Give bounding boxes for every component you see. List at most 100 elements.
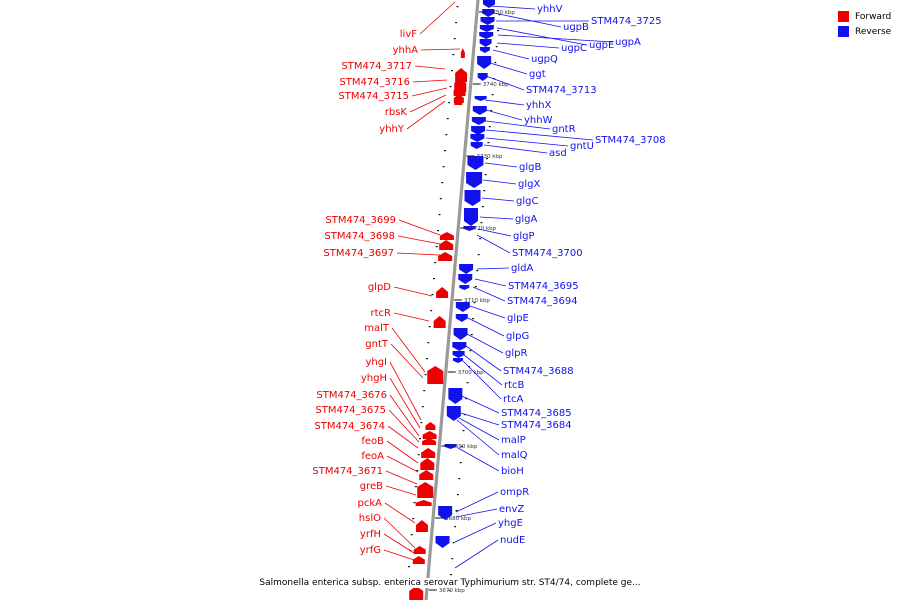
forward-gene <box>433 316 446 328</box>
minor-tick <box>438 214 441 216</box>
minor-tick <box>416 470 419 472</box>
gene-label-glpd: glpD <box>368 282 391 293</box>
forward-gene <box>453 86 466 96</box>
forward-leader-line <box>393 286 433 297</box>
minor-tick <box>452 542 455 544</box>
reverse-gene <box>483 0 495 8</box>
minor-tick <box>434 262 437 264</box>
forward-gene <box>420 458 435 470</box>
reverse-gene <box>472 106 487 115</box>
reverse-leader-line <box>497 34 614 43</box>
minor-tick <box>413 502 416 504</box>
reverse-leader-line <box>456 419 500 456</box>
minor-tick <box>472 318 475 320</box>
reverse-gene <box>482 9 495 17</box>
gene-label-gntr: gntR <box>552 124 576 135</box>
reverse-gene <box>455 302 470 312</box>
gene-label-glgb: glgB <box>519 162 541 173</box>
forward-leader-line <box>385 470 418 485</box>
reverse-gene <box>463 226 476 231</box>
forward-leader-line <box>420 48 461 51</box>
minor-tick <box>487 142 490 144</box>
minor-tick <box>432 278 435 280</box>
forward-gene <box>422 431 437 439</box>
gene-label-ugpc: ugpC <box>561 43 587 54</box>
gene-label-rbsk: rbsK <box>385 107 408 118</box>
minor-tick <box>448 102 451 104</box>
gene-label-glda: gldA <box>511 263 533 274</box>
gene-label-feob: feoB <box>361 436 384 447</box>
reverse-gene <box>464 190 481 206</box>
reverse-leader-line <box>484 99 525 106</box>
reverse-leader-line <box>458 417 500 441</box>
reverse-leader-line <box>469 305 506 319</box>
gene-label-stm474-3716: STM474_3716 <box>339 77 410 88</box>
gene-label-livf: livF <box>400 29 417 40</box>
minor-tick <box>455 510 458 512</box>
forward-gene <box>409 586 424 600</box>
minor-tick <box>456 494 459 496</box>
forward-leader-line <box>383 549 415 561</box>
minor-tick <box>458 478 461 480</box>
gene-label-stm474-3685: STM474_3685 <box>501 408 572 419</box>
gene-label-stm474-3684: STM474_3684 <box>501 420 572 431</box>
gene-label-stm474-3708: STM474_3708 <box>595 135 666 146</box>
minor-tick <box>462 430 465 432</box>
legend-label-forward: Forward <box>855 11 892 22</box>
reverse-leader-line <box>474 278 507 287</box>
gene-label-yhhv: yhhV <box>537 4 563 15</box>
forward-gene <box>438 252 453 261</box>
reverse-gene <box>470 142 483 149</box>
forward-leader-line <box>393 312 430 322</box>
forward-leader-line <box>388 409 420 443</box>
gene-label-yhhx: yhhX <box>526 100 552 111</box>
forward-gene <box>415 500 432 506</box>
forward-gene <box>421 448 436 458</box>
reverse-leader-line <box>485 129 594 141</box>
forward-gene <box>419 470 434 480</box>
gene-label-bioh: bioH <box>501 466 524 477</box>
forward-leader-line <box>391 327 426 373</box>
gene-label-nude: nudE <box>500 535 525 546</box>
scale-label: 3750 kbp <box>489 10 515 16</box>
gene-label-stm474-3676: STM474_3676 <box>316 390 387 401</box>
reverse-leader-line <box>467 317 505 337</box>
gene-label-yhhy: yhhY <box>379 124 405 135</box>
minor-tick <box>421 406 424 408</box>
minor-tick <box>494 62 497 64</box>
reverse-gene <box>477 56 492 69</box>
gene-label-stm474-3717: STM474_3717 <box>341 61 412 72</box>
forward-gene <box>415 520 428 532</box>
gene-label-glga: glgA <box>515 214 537 225</box>
gene-label-malq: malQ <box>501 450 528 461</box>
reverse-gene <box>471 126 486 135</box>
minor-tick <box>466 382 469 384</box>
reverse-gene <box>477 73 488 81</box>
reverse-leader-line <box>485 120 551 130</box>
gene-label-ugpb: ugpB <box>563 22 589 33</box>
minor-tick <box>430 310 433 312</box>
reverse-leader-line <box>489 5 536 10</box>
scale-label: 3720 kbp <box>470 226 496 232</box>
forward-leader-line <box>406 100 446 130</box>
reverse-gene <box>438 506 453 520</box>
forward-gene <box>460 48 465 58</box>
gene-label-yhha: yhhA <box>393 45 419 56</box>
forward-leader-line <box>398 219 441 236</box>
reverse-leader-line <box>485 109 523 121</box>
minor-tick <box>488 126 491 128</box>
minor-tick <box>420 422 423 424</box>
scale-label: 3730 kbp <box>476 154 502 160</box>
forward-leader-line <box>409 94 447 113</box>
minor-tick <box>425 358 428 360</box>
minor-tick <box>431 294 434 296</box>
reverse-gene <box>455 314 468 322</box>
minor-tick <box>477 254 480 256</box>
reverse-gene <box>446 406 461 421</box>
reverse-leader-line <box>462 360 502 400</box>
forward-leader-line <box>386 440 419 464</box>
forward-gene <box>425 422 436 430</box>
reverse-leader-line <box>479 216 514 220</box>
minor-tick <box>491 94 494 96</box>
